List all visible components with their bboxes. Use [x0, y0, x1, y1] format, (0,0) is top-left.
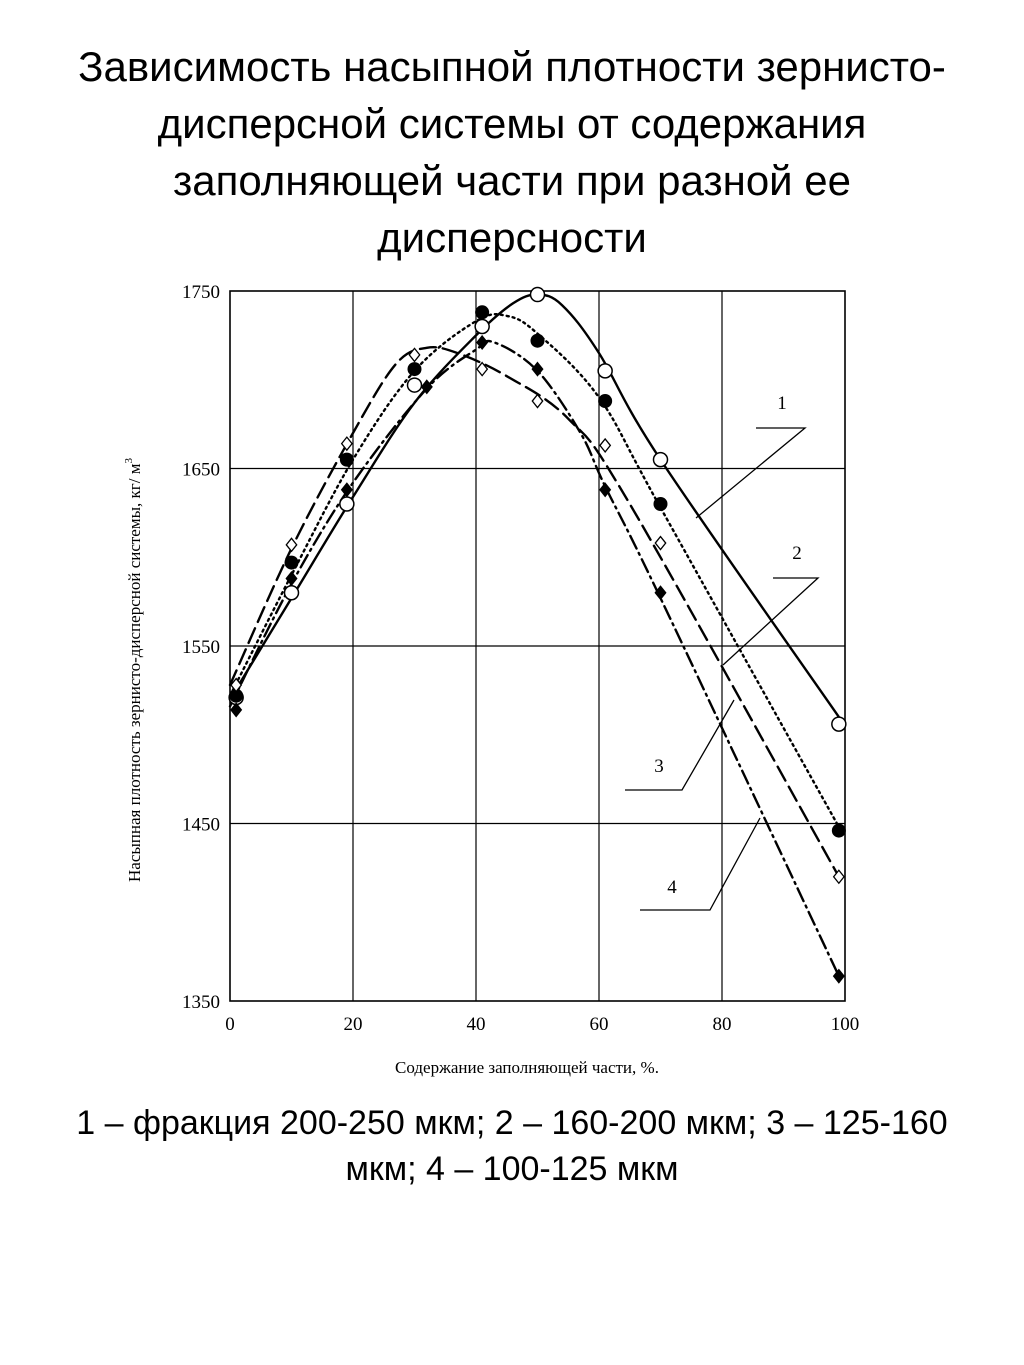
series-3-point: [654, 535, 667, 551]
chart-curves: [228, 293, 841, 978]
series-3-point: [408, 347, 421, 363]
x-axis-label: Содержание заполняющей части, %.: [395, 1058, 659, 1077]
series-1-line: [228, 293, 841, 719]
chart-leaders: 1 2 3 4: [625, 393, 820, 911]
series-3-point: [285, 537, 298, 553]
series-4-point: [230, 702, 243, 718]
series-3-point: [832, 869, 845, 885]
annotation-label-4: 4: [667, 877, 677, 898]
series-4-point: [476, 334, 489, 351]
series-2-point: [598, 394, 613, 409]
series-2-point: [284, 555, 299, 570]
series-1-point: [474, 318, 490, 335]
x-tick-label: 60: [590, 1014, 609, 1035]
annotation-leader-3: [625, 699, 735, 791]
x-tick-label: 100: [831, 1014, 860, 1035]
series-4-point: [599, 482, 612, 498]
series-4-line: [228, 339, 841, 978]
y-tick-label: 1750: [182, 282, 220, 303]
chart-markers: [228, 286, 847, 984]
series-2-point: [407, 362, 422, 377]
y-tick-label: 1650: [182, 460, 220, 481]
y-tick-label: 1550: [182, 637, 220, 658]
series-1-point: [652, 451, 669, 468]
series-2-point: [653, 497, 668, 511]
annotation-label-1: 1: [777, 393, 787, 414]
y-axis-label: Насыпная плотность зернисто-дисперсной с…: [123, 458, 144, 882]
series-4-point: [531, 361, 544, 377]
series-4-point: [420, 379, 433, 395]
series-1-point: [597, 363, 613, 379]
y-axis-label-text: Насыпная плотность зернисто-дисперсной с…: [125, 463, 144, 882]
series-1-point: [406, 377, 423, 393]
x-tick-label: 80: [713, 1014, 732, 1035]
series-2-point: [339, 452, 354, 467]
series-4-point: [285, 571, 298, 587]
x-tick-label: 20: [344, 1014, 363, 1035]
annotation-label-3: 3: [654, 756, 664, 777]
series-3-point: [476, 361, 489, 377]
annotation-label-2: 2: [792, 543, 802, 564]
x-tick-label: 40: [467, 1014, 486, 1035]
series-3-point: [230, 677, 243, 693]
y-tick-label: 1350: [182, 992, 220, 1013]
series-2-line: [228, 313, 841, 829]
chart-tick-labels: 0 20 40 60 80 100 1350 1450 1550 1650 1750: [182, 282, 859, 1035]
series-2-point: [229, 688, 244, 703]
x-tick-label: 0: [225, 1014, 235, 1035]
series-4-point: [654, 585, 667, 601]
series-2-point: [530, 333, 545, 348]
y-tick-label: 1450: [182, 815, 220, 836]
line-chart: 1 2 3 4 0 20 40 60 80 100 1350 1450 1550 1650 1750 Со…: [123, 282, 859, 1077]
annotation-leader-1: [695, 427, 807, 519]
y-axis-label-sup: 3: [123, 458, 135, 464]
page-title: Зависимость насыпной плотности зернисто-…: [78, 43, 946, 261]
series-1-point: [283, 585, 300, 601]
series-3-point: [531, 393, 544, 409]
series-3-point: [340, 436, 353, 452]
series-1-point: [339, 496, 355, 512]
series-1-point: [831, 716, 847, 732]
series-2-point: [831, 823, 846, 838]
series-4-point: [340, 482, 353, 498]
series-3-point: [599, 437, 612, 453]
series-2-point: [475, 305, 490, 320]
series-3-line: [228, 346, 841, 878]
annotation-leader-2: [722, 577, 820, 666]
annotation-leader-4: [640, 817, 761, 911]
series-4-point: [832, 968, 845, 984]
legend-caption: 1 – фракция 200-250 мкм; 2 – 160-200 мкм…: [76, 1104, 948, 1188]
series-1-point: [529, 286, 546, 303]
